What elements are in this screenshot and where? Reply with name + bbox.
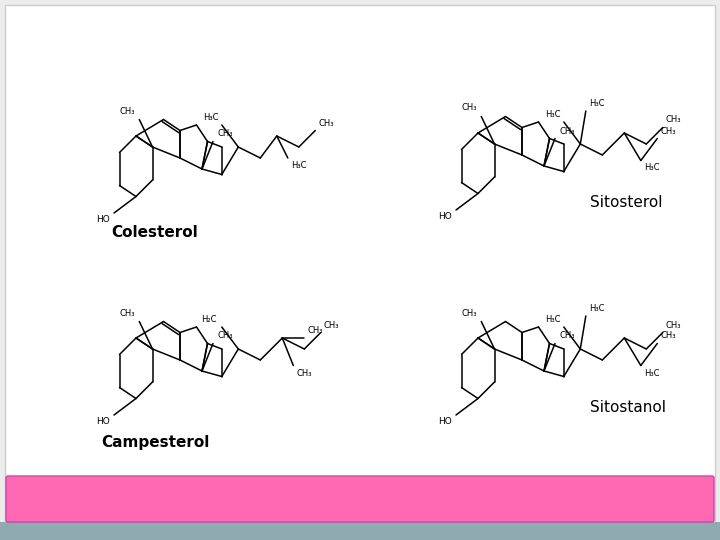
Text: Sitosterol: Sitosterol <box>590 195 662 210</box>
Text: CH₃: CH₃ <box>318 118 334 127</box>
Text: HO: HO <box>438 212 452 221</box>
Text: H₃C: H₃C <box>589 99 604 108</box>
Text: CH₃: CH₃ <box>559 332 575 341</box>
Text: HO: HO <box>96 215 110 224</box>
Text: H₃C: H₃C <box>545 110 561 119</box>
Text: CH₃: CH₃ <box>217 332 233 341</box>
Text: H₃C: H₃C <box>644 368 660 377</box>
Text: H₃C: H₃C <box>291 161 306 170</box>
Text: H₃C: H₃C <box>644 164 660 172</box>
Text: H₃C: H₃C <box>203 113 219 122</box>
FancyBboxPatch shape <box>6 476 714 522</box>
Text: HO: HO <box>96 417 110 426</box>
Text: Sitostanol: Sitostanol <box>590 400 666 415</box>
Text: Colesterol: Colesterol <box>112 225 199 240</box>
Text: CH₃: CH₃ <box>666 116 681 125</box>
Text: CH₃: CH₃ <box>660 332 676 341</box>
Text: CH₃: CH₃ <box>666 321 681 329</box>
Text: Campesterol: Campesterol <box>101 435 210 450</box>
Text: CH₃: CH₃ <box>660 126 676 136</box>
Text: HO: HO <box>438 417 452 426</box>
Text: CH₃: CH₃ <box>297 368 312 377</box>
Text: CH₃: CH₃ <box>120 308 135 318</box>
Text: CH₃: CH₃ <box>559 126 575 136</box>
Text: CH₃: CH₃ <box>462 104 477 112</box>
Bar <box>0 522 720 540</box>
Text: H₂C: H₂C <box>202 315 217 324</box>
Text: CH₃: CH₃ <box>120 106 135 116</box>
Text: CH₃: CH₃ <box>462 308 477 318</box>
Text: CH₃: CH₃ <box>217 130 233 138</box>
Text: CH₃: CH₃ <box>307 326 323 335</box>
Text: H₃C: H₃C <box>545 315 561 324</box>
Text: Estructura química de los principales fitoesteroles y fitoestanoles: Estructura química de los principales fi… <box>51 490 669 508</box>
Text: CH₃: CH₃ <box>324 321 339 329</box>
Text: H₃C: H₃C <box>589 304 604 313</box>
